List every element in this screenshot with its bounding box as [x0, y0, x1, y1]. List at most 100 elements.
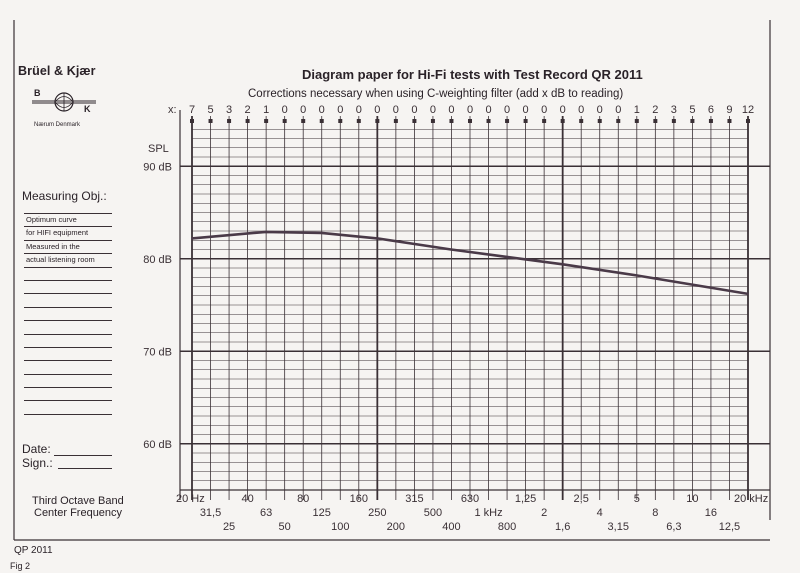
correction-value: 1 — [634, 104, 640, 116]
x-tick-label: 20 Hz — [176, 493, 205, 505]
column-marker — [338, 119, 343, 123]
date-label: Date: — [22, 442, 51, 456]
y-tick-label: 70 dB — [143, 346, 172, 358]
column-marker — [727, 119, 732, 123]
correction-value: 0 — [411, 104, 417, 116]
x-tick-label: 5 — [634, 493, 640, 505]
axis-caption-line1: Third Octave Band — [32, 495, 124, 507]
x-tick-label: 25 — [223, 521, 235, 533]
column-marker — [282, 119, 287, 123]
note-line — [24, 293, 112, 306]
spl-curve-point — [191, 237, 193, 240]
brand-name: Brüel & Kjær — [18, 64, 96, 78]
x-tick-label: 125 — [313, 507, 331, 519]
correction-value: 5 — [207, 104, 213, 116]
column-marker — [412, 119, 417, 123]
spl-curve-point — [450, 248, 452, 251]
spl-curve-point — [264, 231, 267, 233]
column-marker — [634, 119, 639, 123]
column-marker — [356, 119, 361, 123]
signature-line — [58, 468, 112, 469]
correction-value: 0 — [319, 104, 325, 116]
x-tick-label: 6,3 — [666, 521, 681, 533]
correction-value: 0 — [448, 104, 454, 116]
column-marker — [227, 119, 232, 123]
correction-value: 6 — [708, 104, 714, 116]
x-tick-label: 2,5 — [574, 493, 589, 505]
note-line — [24, 360, 112, 373]
column-marker — [208, 119, 213, 123]
page-subtitle: Corrections necessary when using C-weigh… — [248, 88, 624, 100]
correction-value: 12 — [742, 104, 754, 116]
note-line: Optimum curve — [24, 213, 112, 226]
correction-value: 5 — [689, 104, 695, 116]
x-tick-label: 63 — [260, 507, 272, 519]
column-marker — [523, 119, 528, 123]
x-tick-label: 2 — [541, 507, 547, 519]
correction-value: 0 — [578, 104, 584, 116]
note-line — [24, 346, 112, 360]
x-tick-label: 1 kHz — [474, 507, 502, 519]
column-marker — [653, 119, 658, 123]
correction-value: 0 — [597, 104, 603, 116]
column-marker — [597, 119, 602, 123]
column-marker — [430, 119, 435, 123]
globe-logo-icon — [32, 92, 96, 112]
column-marker — [319, 119, 324, 123]
x-tick-label: 800 — [498, 521, 516, 533]
column-marker — [190, 119, 194, 123]
x-tick-label: 16 — [705, 507, 717, 519]
x-tick-label: 10 — [686, 493, 698, 505]
brand-location: Nærum Denmark — [34, 122, 81, 128]
note-line — [24, 306, 112, 320]
doc-code: QP 2011 — [14, 545, 53, 556]
correction-value: 0 — [467, 104, 473, 116]
column-marker — [616, 119, 621, 123]
x-tick-label: 50 — [279, 521, 291, 533]
correction-value: 0 — [374, 104, 380, 116]
note-line — [24, 413, 112, 427]
correction-value: 0 — [504, 104, 510, 116]
note-line — [24, 279, 112, 293]
correction-value: 2 — [652, 104, 658, 116]
correction-value: 1 — [263, 104, 269, 116]
x-tick-label: 20 kHz — [734, 493, 768, 505]
signature-label: Sign.: — [22, 456, 53, 470]
column-marker — [690, 119, 695, 123]
correction-value: 0 — [541, 104, 547, 116]
figure-label: Fig 2 — [10, 561, 31, 571]
correction-value: 3 — [671, 104, 677, 116]
brand-logo: B K — [28, 87, 100, 119]
column-marker — [486, 119, 491, 123]
note-text: Measured in the — [26, 241, 80, 251]
correction-value: 3 — [226, 104, 232, 116]
x-tick-label: 1,6 — [555, 521, 570, 533]
spl-curve-point — [506, 256, 508, 258]
note-line: for HIFI equipment — [24, 226, 112, 239]
column-marker — [393, 119, 398, 123]
note-line — [24, 373, 112, 387]
correction-value: 0 — [393, 104, 399, 116]
logo-letter-k: K — [84, 104, 91, 114]
column-marker — [671, 119, 676, 123]
x-tick-label: 3,15 — [608, 521, 629, 533]
y-tick-label: 90 dB — [143, 161, 172, 173]
note-line — [24, 266, 112, 280]
correction-value: 0 — [356, 104, 362, 116]
y-tick-label: 80 dB — [143, 254, 172, 266]
correction-value: 0 — [430, 104, 436, 116]
note-line: actual listening room — [24, 253, 112, 266]
note-line — [24, 400, 112, 413]
column-marker — [245, 119, 250, 123]
column-marker — [375, 119, 380, 123]
column-marker — [468, 119, 472, 123]
note-line — [24, 333, 112, 347]
spl-curve-point — [747, 293, 749, 295]
correction-value: 0 — [300, 104, 306, 116]
note-line: Measured in the — [24, 239, 112, 253]
correction-prefix: x: — [168, 104, 177, 116]
correction-value: 7 — [189, 104, 195, 116]
x-tick-label: 12,5 — [719, 521, 740, 533]
x-tick-label: 80 — [297, 493, 309, 505]
